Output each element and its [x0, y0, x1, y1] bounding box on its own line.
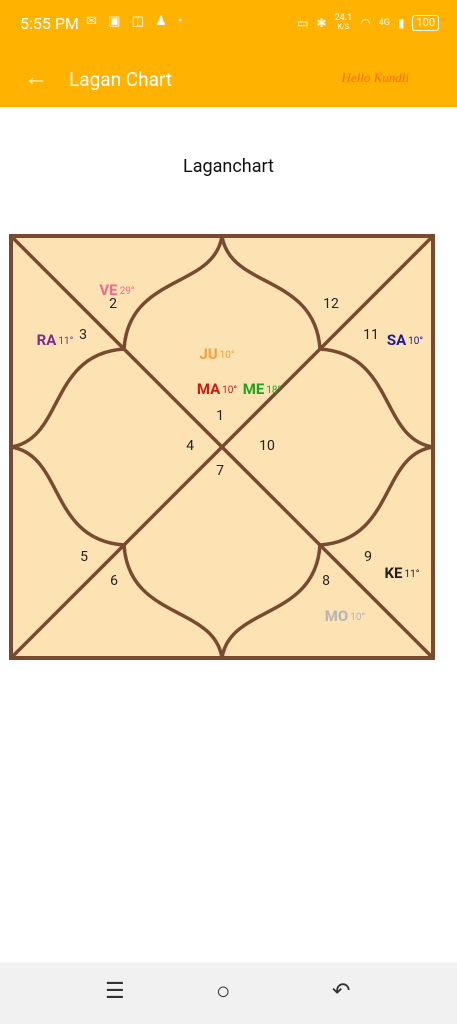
signal-icon: ▮ [397, 16, 405, 30]
house-number: 3 [79, 327, 87, 343]
house-number: 5 [80, 549, 88, 565]
status-time: 5:55 PM [20, 14, 79, 33]
planet-mo: MO 10° [324, 607, 366, 625]
app-title: Lagan Chart [69, 68, 173, 91]
status-right-icons: ▭ ✱ 24.1 K/S ◠ 4G ▮ 100 [297, 14, 439, 32]
house-number: 1 [216, 408, 224, 424]
bluetooth-icon: ✱ [316, 16, 327, 30]
chart-title: Laganchart [183, 156, 274, 177]
notification-icons: ✉ ▣ ◫ ♟ • [86, 14, 187, 29]
planet-ma: MA 10° [196, 380, 238, 398]
house-number: 8 [322, 573, 330, 589]
house-number: 9 [364, 549, 372, 565]
planet-ke: KE 11° [384, 564, 420, 582]
planet-ve: VE 29° [99, 281, 135, 299]
lagan-chart: VE 29° RA 11° JU 10° MA 10° ME 18° SA 10° KE 11… [9, 234, 435, 660]
signal-label: 4G [378, 18, 390, 28]
back-arrow-icon[interactable]: ← [24, 63, 48, 91]
planet-me: ME 18° [242, 380, 282, 398]
curved-houses [10, 235, 434, 659]
navigation-bar: ☰ ○ ↶ [0, 963, 457, 1024]
house-number: 6 [110, 573, 118, 589]
house-number: 2 [109, 296, 117, 312]
brand-logo: Hello Kundli [341, 70, 409, 85]
app-bar: ← Lagan Chart Hello Kundli [0, 50, 457, 107]
house-number: 11 [363, 327, 379, 343]
back-icon[interactable]: ↶ [332, 979, 351, 1004]
home-icon[interactable]: ○ [216, 977, 231, 1005]
status-bar: 5:55 PM ✉ ▣ ◫ ♟ • ▭ ✱ 24.1 K/S ◠ 4G ▮ 10… [0, 0, 457, 50]
wifi-icon: ◠ [360, 16, 371, 30]
house-number: 12 [323, 296, 339, 312]
chart-svg [9, 234, 435, 660]
network-speed: 24.1 K/S [334, 13, 353, 32]
house-number: 7 [216, 463, 224, 479]
battery-icon: 100 [412, 15, 439, 31]
planet-sa: SA 10° [386, 331, 424, 349]
planet-ra: RA 11° [36, 331, 74, 349]
diagonal-line [9, 234, 435, 660]
house-number: 10 [259, 438, 275, 454]
planet-ju: JU 10° [199, 345, 235, 363]
cast-icon: ▭ [297, 16, 309, 30]
house-number: 4 [186, 438, 194, 454]
recents-icon[interactable]: ☰ [105, 979, 125, 1004]
